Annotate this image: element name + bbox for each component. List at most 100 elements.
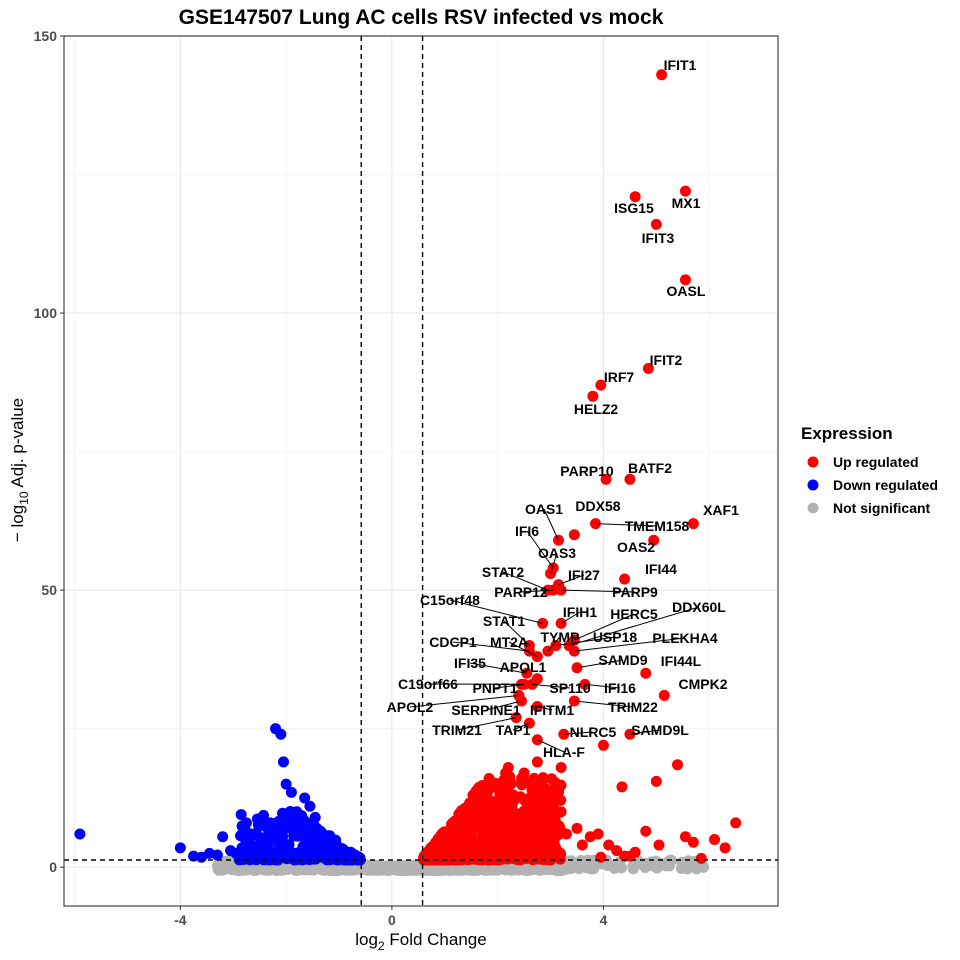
label-connector bbox=[560, 611, 581, 624]
x-axis-label-log: log bbox=[355, 930, 378, 949]
up-regulated-point bbox=[597, 739, 609, 751]
down-regulated-point bbox=[271, 833, 283, 845]
panel-border bbox=[63, 35, 779, 907]
up-regulated-point bbox=[497, 778, 509, 790]
labeled-gene-point bbox=[656, 69, 668, 81]
up-regulated-point bbox=[451, 852, 463, 864]
up-regulated-point bbox=[534, 820, 546, 832]
y-axis-label: − log10 Adj. p-value bbox=[8, 398, 31, 542]
label-connector bbox=[494, 683, 525, 689]
legend-label-ns: Not significant bbox=[833, 500, 931, 516]
gene-label: IFI44L bbox=[661, 653, 702, 669]
gene-label: IFIT2 bbox=[650, 352, 683, 368]
down-regulated-point bbox=[174, 842, 186, 854]
label-connector bbox=[526, 530, 554, 569]
gene-label: HELZ2 bbox=[574, 401, 619, 417]
down-regulated-point bbox=[293, 822, 305, 834]
down-regulated-point bbox=[301, 839, 313, 851]
legend-label-up: Up regulated bbox=[833, 454, 919, 470]
up-regulated-point bbox=[533, 838, 545, 850]
gene-label: XAF1 bbox=[703, 502, 739, 518]
gene-label: C15orf48 bbox=[420, 592, 480, 608]
gene-label: IFIT1 bbox=[664, 57, 697, 73]
gene-label: DDX58 bbox=[575, 498, 620, 514]
x-tick-label: -4 bbox=[174, 912, 187, 928]
label-connector bbox=[550, 552, 558, 574]
up-regulated-point bbox=[500, 767, 512, 779]
up-regulated-point bbox=[504, 832, 516, 844]
gene-label: PLEKHA4 bbox=[652, 630, 718, 646]
x-axis-label: log2 Fold Change bbox=[355, 930, 486, 953]
gene-label: STAT1 bbox=[483, 613, 525, 629]
gene-label: MX1 bbox=[672, 195, 701, 211]
gene-label: IFI16 bbox=[604, 680, 636, 696]
up-regulated-point bbox=[484, 819, 496, 831]
down-regulated-point bbox=[352, 853, 364, 865]
up-regulated-point bbox=[584, 831, 596, 843]
up-regulated-point bbox=[454, 832, 466, 844]
down-regulated-point bbox=[265, 851, 277, 863]
up-regulated-point bbox=[475, 783, 487, 795]
gene-label: IFITM1 bbox=[530, 702, 575, 718]
gene-label: STAT2 bbox=[482, 564, 524, 580]
label-connector bbox=[485, 700, 522, 711]
labeled-gene-point bbox=[679, 185, 691, 197]
label-connector bbox=[537, 706, 553, 711]
gene-label: IFI6 bbox=[515, 523, 539, 539]
x-tick-label: 4 bbox=[600, 912, 608, 928]
gene-label: C19orf66 bbox=[398, 676, 458, 692]
up-regulated-point bbox=[695, 852, 707, 864]
not-significant-point bbox=[654, 857, 666, 869]
up-regulated-point bbox=[730, 817, 742, 829]
not-significant-point bbox=[394, 861, 406, 873]
gene-label: SERPINE1 bbox=[451, 702, 520, 718]
not-significant-point bbox=[627, 860, 639, 872]
up-regulated-point bbox=[509, 824, 521, 836]
down-regulated-point bbox=[74, 828, 86, 840]
label-connector bbox=[508, 641, 538, 658]
gene-label: OAS3 bbox=[538, 545, 576, 561]
down-regulated-point bbox=[273, 824, 285, 836]
gene-label: OASL bbox=[667, 283, 706, 299]
up-regulated-point bbox=[545, 789, 557, 801]
labeled-gene-point bbox=[595, 379, 607, 391]
gene-labels: IFIT1 MX1 ISG15 IFIT3 OASL IFIT2 IRF7 HELZ2 PARP… bbox=[387, 57, 739, 760]
up-regulated-point bbox=[679, 831, 691, 843]
label-connector bbox=[532, 683, 571, 689]
label-connector bbox=[503, 620, 530, 646]
gene-label: APOL2 bbox=[387, 699, 434, 715]
down-regulated-point bbox=[275, 728, 287, 740]
down-regulated-point bbox=[237, 854, 249, 866]
label-connector bbox=[563, 731, 594, 735]
not-significant-point bbox=[676, 856, 688, 868]
down-regulated-point bbox=[304, 800, 316, 812]
legend: Expression Up regulated Down regulated N… bbox=[801, 424, 938, 516]
up-regulated-point bbox=[547, 800, 559, 812]
up-regulated-point bbox=[543, 824, 555, 836]
down-regulated-point bbox=[315, 825, 327, 837]
panel-frame bbox=[63, 35, 779, 907]
y-axis-label-subscript: 10 bbox=[17, 491, 31, 505]
not-significant-point bbox=[363, 864, 375, 876]
not-significant-point bbox=[643, 858, 655, 870]
gene-label: USP18 bbox=[593, 629, 638, 645]
gene-label: IFIT3 bbox=[642, 230, 675, 246]
not-significant-point bbox=[406, 861, 418, 873]
down-regulated-point bbox=[299, 850, 311, 862]
up-regulated-point bbox=[452, 815, 464, 827]
label-connector bbox=[469, 662, 527, 674]
up-regulated-point bbox=[719, 842, 731, 854]
not-significant-point bbox=[379, 862, 391, 874]
gene-label: PARP12 bbox=[494, 584, 548, 600]
gene-label: HERC5 bbox=[610, 606, 658, 622]
not-significant-point bbox=[214, 860, 226, 872]
up-regulated-point bbox=[548, 836, 560, 848]
label-connector bbox=[595, 523, 658, 527]
down-regulated-point bbox=[283, 844, 295, 856]
up-regulated-point bbox=[475, 833, 487, 845]
label-connector bbox=[543, 508, 559, 541]
gene-label: IFI44 bbox=[645, 561, 677, 577]
gene-label: SAMD9 bbox=[598, 652, 647, 668]
up-regulated-point bbox=[523, 795, 535, 807]
